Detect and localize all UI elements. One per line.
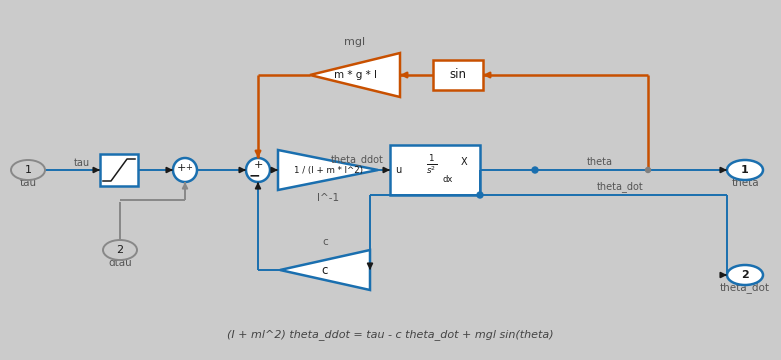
Text: 2: 2 <box>116 245 123 255</box>
Text: tau: tau <box>74 158 90 168</box>
Text: mgl: mgl <box>344 37 366 47</box>
Text: −: − <box>248 168 260 182</box>
Polygon shape <box>278 150 378 190</box>
Text: sin: sin <box>450 68 466 81</box>
Text: X: X <box>461 157 467 167</box>
Text: 1: 1 <box>24 165 31 175</box>
FancyBboxPatch shape <box>433 60 483 90</box>
Text: theta_ddot: theta_ddot <box>331 154 384 166</box>
Ellipse shape <box>727 265 763 285</box>
Circle shape <box>477 192 483 198</box>
Text: 1: 1 <box>741 165 749 175</box>
Text: dx: dx <box>443 175 453 184</box>
Text: dtau: dtau <box>108 258 132 268</box>
Text: c: c <box>322 237 328 247</box>
Circle shape <box>173 158 197 182</box>
Ellipse shape <box>11 160 45 180</box>
Text: +: + <box>177 163 186 173</box>
Text: theta_dot: theta_dot <box>597 181 644 193</box>
FancyBboxPatch shape <box>390 145 480 195</box>
Text: +: + <box>186 163 192 172</box>
Text: c: c <box>322 264 328 276</box>
Text: tau: tau <box>20 178 37 188</box>
Text: $\frac{1}{s^2}$: $\frac{1}{s^2}$ <box>426 153 437 177</box>
Text: theta: theta <box>731 178 759 188</box>
Text: l^-1: l^-1 <box>317 193 339 203</box>
Circle shape <box>246 158 270 182</box>
Text: m * g * l: m * g * l <box>333 70 376 80</box>
Polygon shape <box>310 53 400 97</box>
Text: theta_dot: theta_dot <box>720 283 770 293</box>
Polygon shape <box>280 250 370 290</box>
Ellipse shape <box>727 160 763 180</box>
Text: 2: 2 <box>741 270 749 280</box>
Ellipse shape <box>103 240 137 260</box>
Circle shape <box>646 167 651 172</box>
Text: 1 / (I + m * l^2): 1 / (I + m * l^2) <box>294 166 362 175</box>
Text: +: + <box>253 160 262 170</box>
Text: theta: theta <box>587 157 613 167</box>
Text: (I + ml^2) theta_ddot = tau - c theta_dot + mgl sin(theta): (I + ml^2) theta_ddot = tau - c theta_do… <box>226 329 553 341</box>
FancyBboxPatch shape <box>100 154 138 186</box>
Circle shape <box>532 167 538 173</box>
Text: u: u <box>395 165 401 175</box>
